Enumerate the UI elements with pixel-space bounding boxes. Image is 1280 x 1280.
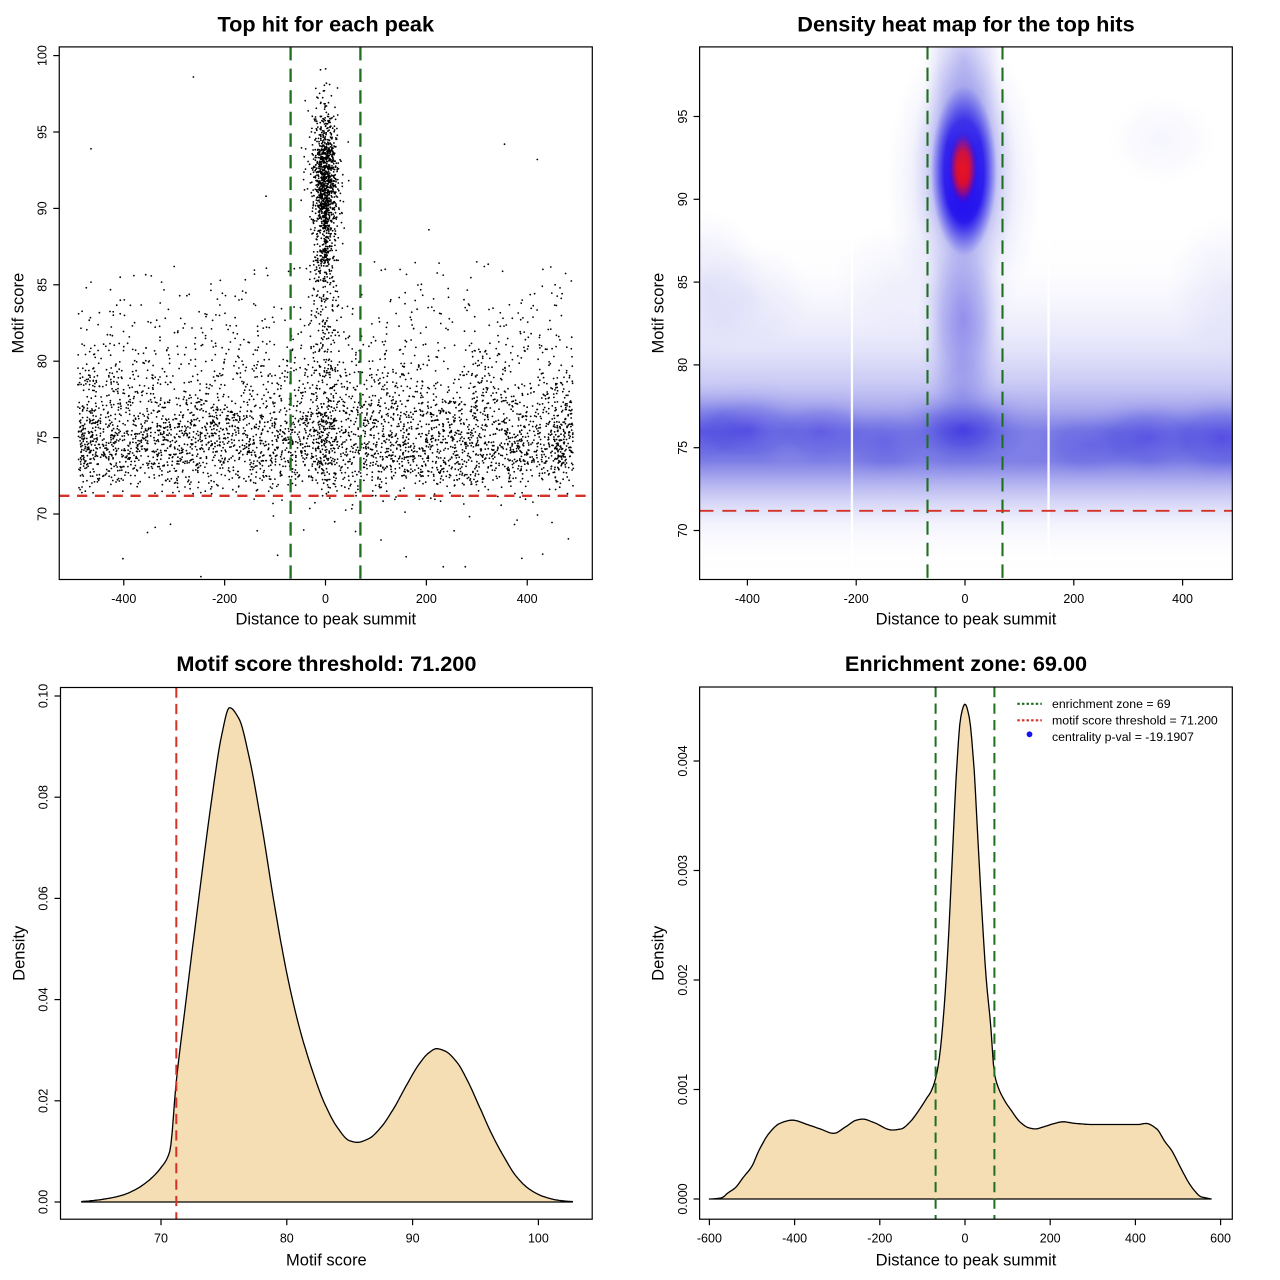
svg-text:Top hit for each peak: Top hit for each peak [218,12,435,37]
svg-text:0.06: 0.06 [37,886,51,910]
svg-text:400: 400 [517,592,538,606]
svg-text:Motif score: Motif score [650,273,668,354]
svg-text:75: 75 [676,441,690,455]
svg-text:0.10: 0.10 [37,684,51,708]
svg-text:Enrichment zone: 69.00: Enrichment zone: 69.00 [845,651,1087,676]
svg-text:Distance to peak summit: Distance to peak summit [876,1252,1057,1270]
svg-text:0.002: 0.002 [676,964,690,995]
svg-text:-600: -600 [697,1232,722,1246]
svg-text:200: 200 [416,592,437,606]
svg-text:enrichment zone = 69: enrichment zone = 69 [1052,697,1171,711]
svg-text:85: 85 [35,278,49,292]
svg-text:600: 600 [1210,1232,1231,1246]
svg-text:-200: -200 [867,1232,892,1246]
svg-text:200: 200 [1063,592,1084,606]
svg-text:Density heat map for the top h: Density heat map for the top hits [797,12,1134,37]
svg-text:motif score threshold = 71.200: motif score threshold = 71.200 [1052,713,1218,727]
svg-text:Distance to peak summit: Distance to peak summit [235,611,416,629]
svg-text:400: 400 [1172,592,1193,606]
svg-text:90: 90 [35,201,49,215]
svg-text:0.000: 0.000 [676,1183,690,1214]
svg-text:0.004: 0.004 [676,745,690,776]
svg-text:centrality p-val = -19.1907: centrality p-val = -19.1907 [1052,730,1194,744]
svg-text:70: 70 [154,1232,168,1246]
svg-text:0.08: 0.08 [37,785,51,809]
svg-text:70: 70 [35,507,49,521]
svg-text:0.04: 0.04 [37,987,51,1011]
svg-text:0: 0 [962,1232,969,1246]
svg-text:Density: Density [650,925,668,981]
svg-text:400: 400 [1125,1232,1146,1246]
svg-text:-400: -400 [735,592,760,606]
svg-text:-200: -200 [212,592,237,606]
svg-text:95: 95 [676,110,690,124]
svg-text:-400: -400 [111,592,136,606]
svg-text:90: 90 [676,192,690,206]
svg-text:Motif score threshold: 71.200: Motif score threshold: 71.200 [176,651,476,676]
svg-text:-200: -200 [844,592,869,606]
svg-text:100: 100 [35,45,49,66]
svg-text:70: 70 [676,524,690,538]
svg-text:Motif score: Motif score [10,273,28,354]
svg-text:80: 80 [280,1232,294,1246]
svg-text:95: 95 [35,125,49,139]
svg-text:0.003: 0.003 [676,855,690,886]
svg-text:100: 100 [528,1232,549,1246]
svg-text:80: 80 [676,358,690,372]
svg-text:90: 90 [406,1232,420,1246]
svg-text:200: 200 [1040,1232,1061,1246]
svg-text:0: 0 [962,592,969,606]
svg-text:0: 0 [322,592,329,606]
svg-text:80: 80 [35,354,49,368]
svg-text:-400: -400 [782,1232,807,1246]
svg-text:Motif score: Motif score [286,1252,367,1270]
svg-text:85: 85 [676,275,690,289]
svg-text:75: 75 [35,431,49,445]
svg-text:0.02: 0.02 [37,1089,51,1113]
svg-text:0.001: 0.001 [676,1074,690,1105]
svg-text:0.00: 0.00 [37,1190,51,1214]
svg-text:Density: Density [11,925,29,981]
svg-text:Distance to peak summit: Distance to peak summit [876,611,1057,629]
